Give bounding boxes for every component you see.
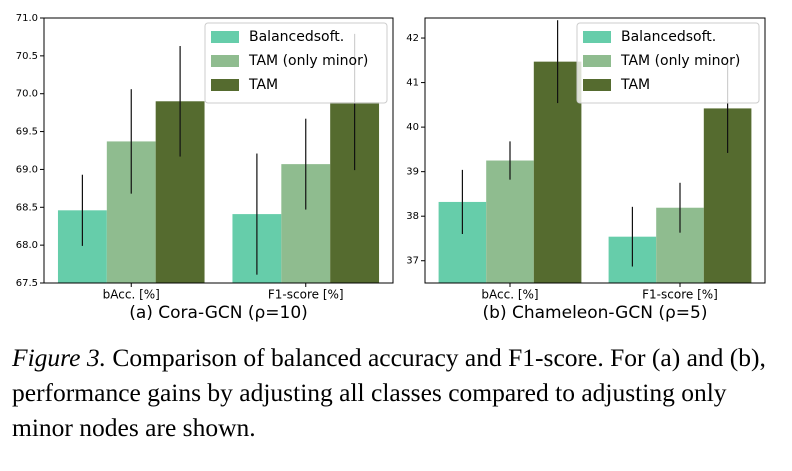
legend-label: Balancedsoft. bbox=[249, 29, 344, 45]
x-tick-label: F1-score [%] bbox=[268, 288, 344, 302]
x-axis-label: (a) Cora-GCN (ρ=10) bbox=[129, 303, 308, 323]
x-axis-label: (b) Chameleon-GCN (ρ=5) bbox=[483, 303, 708, 323]
y-tick-label: 38 bbox=[406, 211, 419, 222]
y-tick-label: 69.0 bbox=[16, 164, 38, 175]
legend-swatch bbox=[211, 55, 239, 67]
y-tick-label: 42 bbox=[406, 33, 419, 44]
caption-label: Figure 3. bbox=[12, 343, 106, 372]
y-tick-label: 40 bbox=[406, 122, 419, 133]
y-tick-label: 68.0 bbox=[16, 240, 38, 251]
legend-label: TAM bbox=[248, 77, 278, 93]
x-tick-label: F1-score [%] bbox=[642, 288, 718, 302]
y-tick-label: 41 bbox=[406, 78, 419, 89]
y-tick-label: 70.5 bbox=[16, 51, 38, 62]
y-tick-label: 39 bbox=[406, 167, 419, 178]
caption: Figure 3. Comparison of balanced accurac… bbox=[12, 340, 787, 445]
y-tick-label: 68.5 bbox=[16, 202, 38, 213]
axes-frame bbox=[43, 17, 394, 284]
x-tick-label: bAcc. [%] bbox=[103, 288, 160, 302]
legend-box bbox=[576, 22, 760, 104]
legend-label: TAM (only minor) bbox=[248, 53, 368, 69]
y-tick-label: 70.0 bbox=[16, 89, 38, 100]
legend-swatch bbox=[583, 31, 611, 43]
axes-frame bbox=[424, 17, 766, 284]
legend-label: TAM (only minor) bbox=[620, 53, 740, 69]
y-tick-label: 71.0 bbox=[16, 13, 38, 24]
legend-box bbox=[204, 22, 388, 104]
legend-swatch bbox=[211, 79, 239, 91]
bar bbox=[486, 160, 534, 283]
legend-swatch bbox=[583, 55, 611, 67]
legend-swatch bbox=[211, 31, 239, 43]
figure: 67.5 68.0 68.5 69.0 69.5 70.0 70.5 71.0 bAcc. [%… bbox=[16, 13, 766, 323]
legend-label: TAM bbox=[620, 77, 650, 93]
legend-swatch bbox=[583, 79, 611, 91]
y-tick-label: 69.5 bbox=[16, 127, 38, 138]
x-tick-label: bAcc. [%] bbox=[481, 288, 538, 302]
caption-text: Comparison of balanced accuracy and F1-s… bbox=[12, 343, 766, 442]
y-tick-label: 37 bbox=[406, 256, 419, 267]
legend-label: Balancedsoft. bbox=[621, 29, 716, 45]
y-tick-label: 67.5 bbox=[16, 278, 38, 289]
